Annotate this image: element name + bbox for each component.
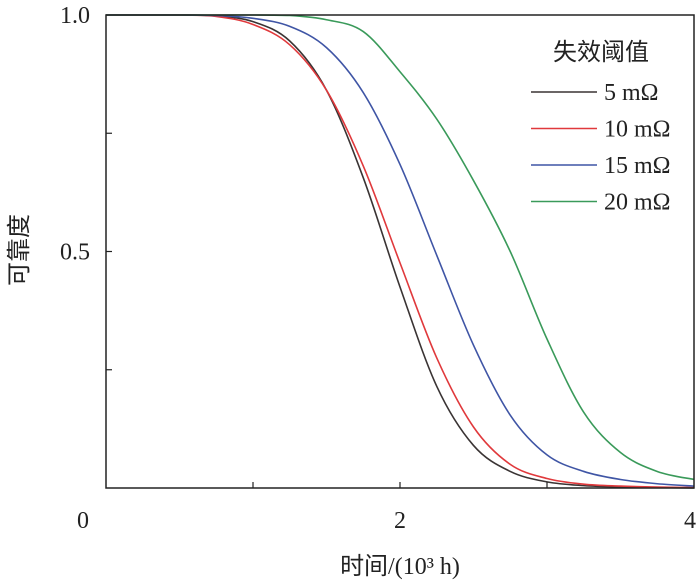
x-axis-title: 时间/(10³ h) — [340, 553, 460, 580]
legend-label-3: 20 mΩ — [604, 190, 671, 216]
y-axis-title: 可靠度 — [6, 214, 33, 286]
x-tick-label: 0 — [77, 508, 89, 534]
x-tick-label: 4 — [684, 508, 696, 534]
y-tick-label: 1.0 — [60, 3, 90, 29]
legend-label-2: 15 mΩ — [604, 153, 671, 179]
legend: 失效阈值 5 mΩ 10 mΩ 15 mΩ 20 mΩ — [531, 39, 671, 216]
x-tick-label: 2 — [394, 508, 406, 534]
ticks — [106, 132, 548, 488]
legend-label-0: 5 mΩ — [604, 80, 659, 106]
legend-title: 失效阈值 — [553, 39, 649, 66]
tick-labels: 0 2 4 0.5 1.0 — [60, 3, 696, 534]
legend-label-1: 10 mΩ — [604, 117, 671, 143]
y-tick-label: 0.5 — [60, 240, 90, 266]
